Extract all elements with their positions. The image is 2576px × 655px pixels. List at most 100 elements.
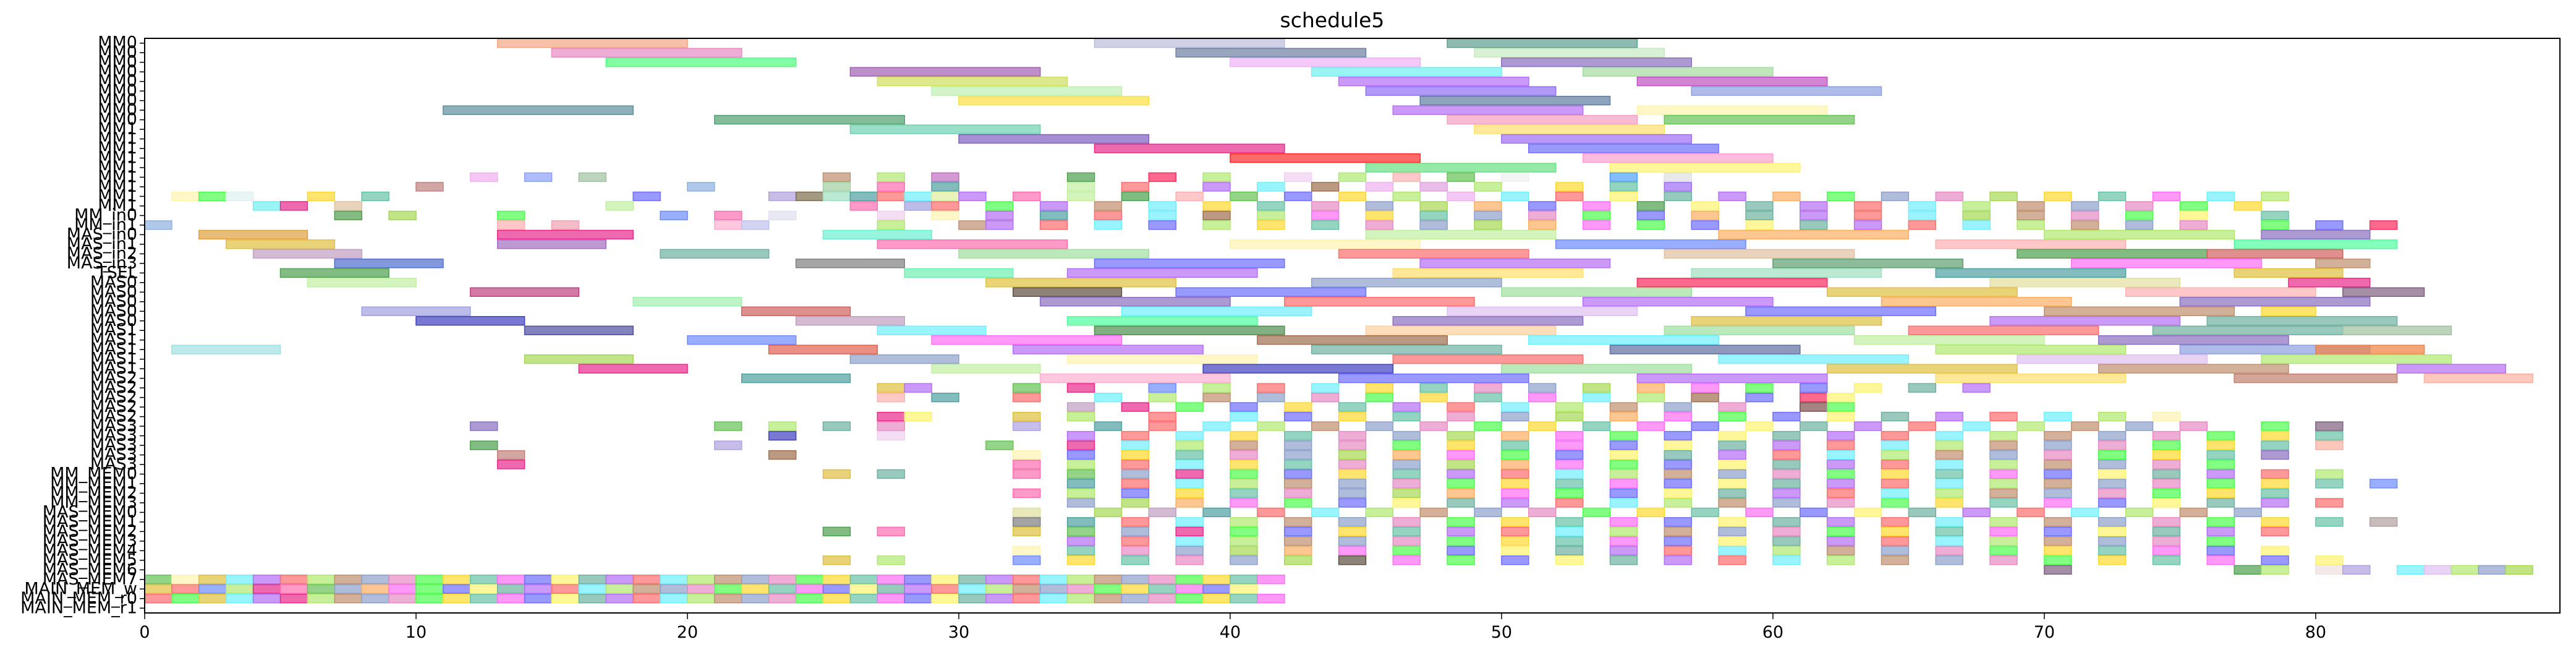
task-bar [551,584,580,594]
y-tick-label: MM0 [98,91,137,110]
task-bar [1935,239,2127,249]
task-bar [1800,402,1828,412]
task-bar [1202,364,1394,374]
task-bar [1284,440,1312,450]
task-bar [1365,392,1394,403]
task-bar [1013,392,1041,403]
task-bar [1935,488,1963,499]
plot-frame [144,38,2561,614]
task-bar [1528,507,1557,518]
y-tick-label: MM_MEM1 [50,474,137,493]
task-bar [1772,430,1801,441]
task-bar [1311,507,1340,518]
task-bar [2098,546,2127,556]
task-bar [2261,220,2289,230]
task-bar [1555,239,1746,249]
task-bar [1772,517,1801,527]
y-tick-label: MAS_in3 [67,254,137,273]
task-bar [1175,555,1204,565]
task-bar [1772,488,1801,499]
task-bar [496,220,525,230]
task-bar [1718,229,1910,240]
task-bar [714,594,742,604]
task-bar [2206,440,2235,450]
task-bar [2152,536,2181,546]
task-bar [1284,411,1312,422]
y-tick-label: MAS0 [90,311,137,330]
task-bar [1202,507,1231,518]
task-bar [1853,335,2045,345]
task-bar [1121,440,1150,450]
task-bar [714,440,742,450]
task-bar [1935,460,1963,469]
task-bar [2206,249,2344,259]
task-bar [1066,450,1095,460]
task-bar [1392,498,1421,508]
task-bar [1772,440,1801,450]
y-tick-label: MAS_MEM0 [43,502,137,521]
task-bar [1582,392,1611,403]
task-bar [904,191,932,202]
task-bar [470,421,498,431]
task-bar [1772,536,1801,546]
task-bar [2071,220,2099,230]
task-bar [687,182,715,192]
y-tick-label: MM1 [98,148,137,168]
task-bar [1066,498,1095,508]
task-bar [1718,517,1746,527]
y-tick-label: MM1 [98,168,137,187]
task-bar [1013,555,1041,565]
task-bar [1148,220,1176,230]
y-tick-label: MM0 [98,81,137,100]
task-bar [1148,584,1176,594]
task-bar [1066,402,1095,412]
task-bar [1609,517,1638,527]
task-bar [660,575,688,584]
task-bar [2098,440,2127,450]
task-bar [1582,67,1774,77]
task-bar [2044,450,2072,460]
task-bar [1392,546,1421,556]
task-bar [1800,507,1828,518]
task-bar [171,575,200,584]
task-bar [1148,594,1176,604]
task-bar [1230,594,1258,604]
task-bar [496,239,607,249]
task-bar [1257,594,1285,604]
task-bar [198,594,227,604]
task-bar [1447,38,1638,48]
task-bar [1284,402,1312,412]
task-bar [2206,450,2235,460]
task-bar [2017,249,2208,259]
task-bar [2261,498,2289,508]
task-bar [1881,460,1910,469]
task-bar [1013,584,1041,594]
task-bar [1230,517,1258,527]
task-bar [1230,469,1258,479]
task-bar [1419,95,1611,106]
task-bar [714,210,742,221]
task-bar [1853,383,1882,393]
task-bar [388,584,417,594]
task-bar [1365,201,1394,211]
task-bar [849,575,878,584]
task-bar [1392,450,1421,460]
task-bar [1745,220,1774,230]
task-bar [171,594,200,604]
task-bar [985,594,1014,604]
task-bar [1718,536,1746,546]
task-bar [1365,210,1394,221]
task-bar [1284,191,1312,202]
y-tick-label: MAS3 [90,416,137,435]
task-bar [958,249,1150,259]
task-bar [2044,479,2072,489]
task-bar [2261,354,2452,364]
task-bar [1338,402,1367,412]
task-bar [1962,201,1991,211]
task-bar [1935,191,1963,202]
task-bar [1474,392,1502,403]
task-bar [334,259,444,268]
task-bar [904,201,932,211]
task-bar [2152,469,2181,479]
task-bar [2315,421,2344,431]
